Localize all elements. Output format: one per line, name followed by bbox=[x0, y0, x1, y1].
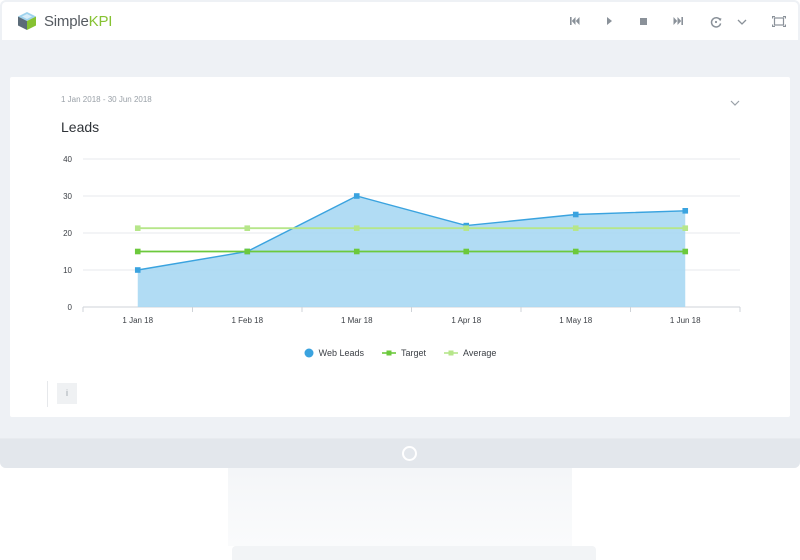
chevron-down-icon bbox=[737, 19, 747, 25]
chart-legend: Web Leads Target Average bbox=[10, 348, 790, 358]
skip-back-button[interactable] bbox=[568, 14, 582, 28]
target-point[interactable] bbox=[572, 248, 579, 255]
leads-chart: 0 10 20 30 40 1 Jan 18 1 Feb 18 1 Mar 18 1 Apr 1… bbox=[63, 155, 741, 325]
app-logo: SimpleKPI bbox=[16, 10, 112, 32]
skip-forward-icon bbox=[673, 17, 683, 25]
stop-icon bbox=[639, 17, 647, 25]
y-tick-label: 0 bbox=[68, 303, 73, 312]
legend-label: Web Leads bbox=[318, 348, 364, 358]
legend-item-average[interactable]: Average bbox=[444, 348, 496, 358]
y-tick-label: 10 bbox=[63, 266, 72, 275]
average-point[interactable] bbox=[682, 225, 689, 231]
skip-forward-button[interactable] bbox=[671, 14, 685, 28]
chart-point-layer bbox=[134, 193, 689, 273]
chart-title: Leads bbox=[61, 119, 100, 135]
legend-symbol bbox=[444, 350, 459, 356]
x-tick-label: 1 May 18 bbox=[559, 316, 592, 325]
legend-item-target[interactable]: Target bbox=[382, 348, 426, 358]
web-leads-point[interactable] bbox=[682, 208, 689, 214]
date-range: 1 Jan 2018 - 30 Jun 2018 bbox=[61, 95, 152, 104]
y-tick-label: 30 bbox=[63, 192, 72, 201]
target-point[interactable] bbox=[682, 248, 689, 255]
power-icon bbox=[402, 446, 417, 461]
legend-label: Average bbox=[463, 348, 497, 358]
refresh-timer-button[interactable] bbox=[709, 15, 723, 29]
info-button[interactable]: i bbox=[57, 383, 77, 404]
refresh-dropdown-button[interactable] bbox=[735, 15, 749, 29]
divider bbox=[47, 381, 48, 407]
legend-item-web-leads[interactable]: Web Leads bbox=[304, 348, 364, 358]
chart-line-layer bbox=[137, 195, 686, 271]
y-tick-label: 40 bbox=[63, 155, 72, 164]
logo-text-kpi: KPI bbox=[88, 12, 113, 30]
play-button[interactable] bbox=[602, 14, 616, 28]
target-point[interactable] bbox=[244, 248, 251, 255]
target-point[interactable] bbox=[134, 248, 141, 255]
chevron-down-icon bbox=[730, 100, 740, 106]
average-point[interactable] bbox=[463, 225, 470, 231]
monitor-bezel bbox=[0, 438, 800, 468]
web-leads-point[interactable] bbox=[572, 211, 579, 218]
skip-back-icon bbox=[570, 17, 580, 25]
monitor-stand bbox=[228, 468, 572, 546]
legend-symbol bbox=[304, 348, 314, 358]
average-point[interactable] bbox=[244, 225, 251, 231]
card-menu-button[interactable] bbox=[730, 93, 740, 111]
x-tick-label: 1 Mar 18 bbox=[341, 316, 373, 325]
average-point[interactable] bbox=[353, 225, 360, 231]
x-tick-label: 1 Apr 18 bbox=[451, 316, 481, 325]
legend-label: Target bbox=[401, 348, 427, 358]
chart-axis: 0 10 20 30 40 1 Jan 18 1 Feb 18 1 Mar 18 1 Apr 1… bbox=[63, 155, 741, 325]
fullscreen-icon bbox=[772, 15, 786, 27]
logo-cube-icon bbox=[18, 12, 36, 30]
web-leads-line bbox=[137, 195, 686, 271]
web-leads-point[interactable] bbox=[353, 193, 360, 199]
app-topbar: SimpleKPI bbox=[2, 2, 798, 40]
kpi-card: 1 Jan 2018 - 30 Jun 2018 Leads 0 10 20 30 40… bbox=[10, 77, 790, 417]
x-tick-label: 1 Feb 18 bbox=[231, 316, 263, 325]
web-leads-point[interactable] bbox=[134, 267, 141, 273]
x-tick-label: 1 Jan 18 bbox=[122, 316, 153, 325]
average-point[interactable] bbox=[572, 225, 579, 231]
x-tick-label: 1 Jun 18 bbox=[670, 316, 701, 325]
y-tick-label: 20 bbox=[63, 229, 72, 238]
target-point[interactable] bbox=[463, 248, 470, 255]
monitor-stand-base bbox=[232, 546, 596, 560]
fullscreen-button[interactable] bbox=[772, 14, 786, 28]
play-icon bbox=[606, 17, 612, 25]
target-point[interactable] bbox=[353, 248, 360, 255]
refresh-timer-icon bbox=[710, 16, 722, 28]
legend-symbol bbox=[382, 350, 396, 356]
logo-text: Simple bbox=[44, 12, 89, 30]
average-point[interactable] bbox=[134, 225, 141, 231]
stop-button[interactable] bbox=[636, 14, 650, 28]
